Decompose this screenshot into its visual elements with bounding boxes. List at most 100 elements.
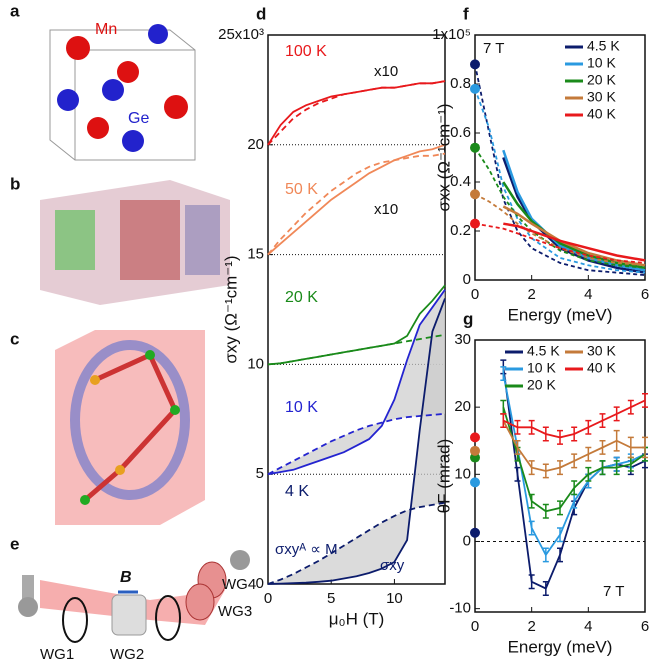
y-axis-label: σxy (Ω⁻¹cm⁻¹): [221, 255, 240, 363]
atom-label: Ge: [128, 110, 149, 127]
field-label: B: [120, 569, 132, 586]
y-tick-label: 0: [256, 575, 264, 592]
fit-line: [475, 194, 645, 265]
ge-atom: [122, 130, 144, 152]
y-tick-label: 0.2: [450, 222, 471, 239]
ge-atom: [102, 79, 124, 101]
dc-point: [470, 528, 480, 538]
dc-point: [470, 143, 480, 153]
annotation: x10: [374, 63, 398, 80]
fit-line: [268, 154, 445, 255]
error-bar: [571, 481, 577, 494]
panel-b: b: [10, 174, 230, 305]
legend-label: 10 K: [587, 55, 616, 71]
dc-point: [470, 446, 480, 456]
atom: [90, 375, 100, 385]
y-axis-label: σxx (Ω⁻¹cm⁻¹): [434, 103, 453, 211]
series-label: 10 K: [285, 399, 318, 416]
fit-line: [475, 148, 645, 268]
chart-title: 7 T: [483, 40, 504, 57]
panel-label: g: [463, 309, 473, 328]
y-tick-label: 0.8: [450, 75, 471, 92]
x-tick-label: 0: [264, 590, 272, 607]
data-line: [268, 81, 445, 145]
legend-label: 10 K: [527, 360, 556, 376]
spin-texture: [185, 205, 220, 275]
legend-label: 4.5 K: [587, 38, 620, 54]
panel-a: a Mn Ge: [10, 1, 195, 160]
x-tick-label: 6: [641, 618, 649, 635]
wire-grid: [186, 584, 214, 620]
dc-point: [470, 432, 480, 442]
x-tick-label: 6: [641, 286, 649, 303]
y-tick-label: 30: [454, 331, 471, 348]
legend-label: 40 K: [587, 360, 616, 376]
x-axis-label: Energy (meV): [508, 637, 613, 656]
spin-texture: [55, 210, 95, 270]
y-tick-label: 10: [454, 465, 471, 482]
series-label: 20 K: [285, 289, 318, 306]
y-tick-label: 0: [463, 271, 471, 288]
annotation: σxy: [380, 557, 405, 574]
y-tick-label: 20: [247, 136, 264, 153]
dc-point: [470, 219, 480, 229]
atom: [115, 465, 125, 475]
mn-atom: [164, 95, 188, 119]
panel-label: d: [256, 4, 266, 23]
panel-label: c: [10, 329, 19, 348]
legend-label: 30 K: [587, 343, 616, 359]
error-bar: [515, 468, 521, 481]
mirror: [230, 550, 250, 570]
legend-label: 4.5 K: [527, 343, 560, 359]
mirror: [18, 597, 38, 617]
mn-atom: [117, 61, 139, 83]
x-tick-label: 0: [471, 286, 479, 303]
x-tick-label: 4: [584, 618, 592, 635]
y-tick-label: 20: [454, 398, 471, 415]
dc-point: [470, 84, 480, 94]
y-tick-label: 15: [247, 246, 264, 263]
ge-atom: [148, 24, 168, 44]
x-tick-label: 0: [471, 618, 479, 635]
component-label: WG2: [110, 646, 144, 663]
component-label: WG1: [40, 646, 74, 663]
x-tick-label: 2: [527, 286, 535, 303]
component-label: WG4: [222, 576, 256, 593]
legend-label: 20 K: [527, 377, 556, 393]
legend-label: 20 K: [587, 72, 616, 88]
x-axis-label: Energy (meV): [508, 305, 613, 324]
y-tick-label: 5: [256, 465, 264, 482]
figure: a Mn Ge b c e: [0, 0, 662, 667]
sample-cryostat: [112, 595, 146, 635]
chart-title: 7 T: [603, 583, 624, 600]
spin-texture: [120, 200, 180, 280]
y-axis-label: θF (mrad): [434, 439, 453, 514]
annotation: σxyᴬ ∝ M: [275, 541, 338, 558]
series-label: 100 K: [285, 43, 327, 60]
error-bar: [529, 575, 535, 588]
dc-point: [470, 477, 480, 487]
x-tick-label: 4: [584, 286, 592, 303]
mn-atom: [66, 36, 90, 60]
x-tick-label: 5: [327, 590, 335, 607]
annotation: x10: [374, 201, 398, 218]
dc-point: [470, 189, 480, 199]
panel-c: c: [10, 329, 205, 525]
mirror: [22, 575, 34, 599]
atom: [170, 405, 180, 415]
y-tick-label: -10: [449, 600, 471, 617]
panel-label: b: [10, 174, 20, 193]
legend-label: 40 K: [587, 106, 616, 122]
x-axis-label: μ₀H (T): [329, 609, 385, 628]
component-label: WG3: [218, 603, 252, 620]
x-tick-label: 10: [386, 590, 403, 607]
panel-label: a: [10, 1, 20, 20]
y-tick-label: 0: [463, 532, 471, 549]
atom: [145, 350, 155, 360]
atom: [80, 495, 90, 505]
ge-atom: [57, 89, 79, 111]
y-tick-label: 10: [247, 355, 264, 372]
data-line: [268, 145, 445, 255]
y-tick-label: 1x10⁵: [432, 26, 471, 43]
y-tick-label: 25x10³: [218, 26, 264, 43]
